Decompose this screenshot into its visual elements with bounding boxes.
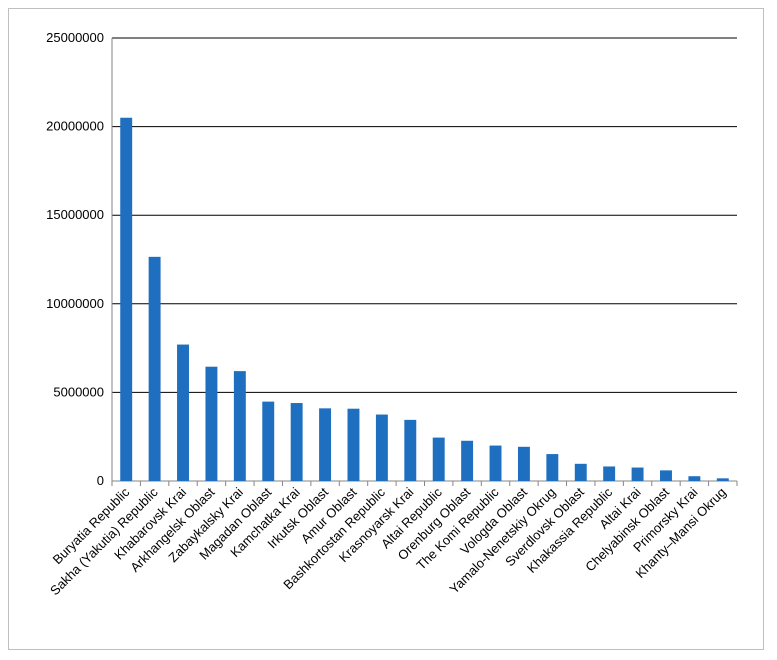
bar	[432, 437, 445, 481]
bars	[120, 117, 729, 482]
bar	[404, 419, 417, 481]
bar	[262, 401, 275, 481]
y-tick-label: 10000000	[46, 296, 104, 311]
gridlines	[112, 37, 737, 393]
y-tick-labels: 0 5000000 10000000 15000000 20000000 25000000	[46, 30, 104, 488]
bar	[631, 467, 644, 481]
bar	[290, 403, 303, 481]
bar	[461, 440, 474, 481]
bar	[489, 445, 502, 481]
y-tick-label: 25000000	[46, 30, 104, 45]
bar	[375, 414, 388, 481]
bar	[603, 466, 616, 481]
y-tick-label: 15000000	[46, 207, 104, 222]
bar	[546, 454, 559, 481]
bar	[347, 408, 360, 481]
bar	[517, 446, 530, 481]
bar	[716, 478, 729, 481]
bar	[688, 476, 701, 481]
bar	[574, 463, 587, 481]
bar	[233, 371, 246, 481]
chart-frame	[8, 8, 764, 650]
bar	[205, 366, 218, 481]
y-tick-label: 0	[97, 473, 104, 488]
y-tick-label: 20000000	[46, 119, 104, 134]
bar	[177, 344, 189, 481]
y-tick-label: 5000000	[53, 384, 104, 399]
bar	[120, 117, 133, 482]
bar	[660, 470, 672, 481]
bar	[319, 408, 332, 481]
bar	[148, 256, 161, 481]
